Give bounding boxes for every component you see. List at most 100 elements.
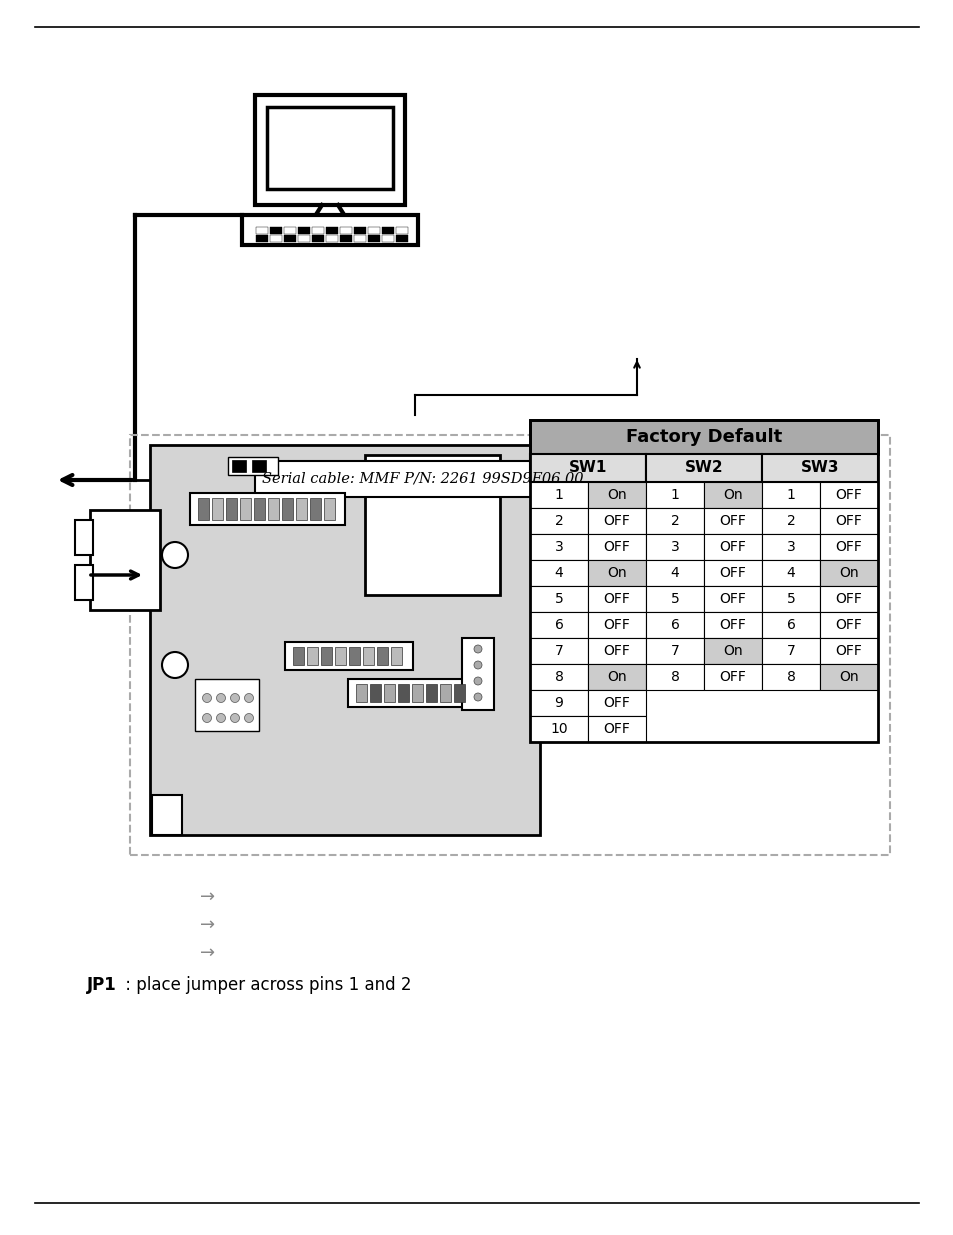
Bar bbox=[587, 716, 645, 742]
Text: 6: 6 bbox=[554, 618, 563, 632]
Text: 6: 6 bbox=[670, 618, 679, 632]
Bar bbox=[267, 107, 393, 189]
Bar bbox=[348, 679, 476, 706]
Bar bbox=[530, 420, 877, 454]
Bar bbox=[232, 459, 246, 472]
Bar bbox=[645, 585, 703, 613]
Bar bbox=[285, 642, 413, 671]
Circle shape bbox=[474, 693, 481, 701]
Bar bbox=[326, 227, 337, 233]
Bar bbox=[397, 684, 409, 701]
Bar bbox=[270, 235, 282, 242]
Bar bbox=[645, 559, 703, 585]
Bar bbox=[587, 585, 645, 613]
Text: OFF: OFF bbox=[603, 722, 630, 736]
Bar bbox=[530, 638, 587, 664]
Text: 1: 1 bbox=[785, 488, 795, 501]
Text: 1: 1 bbox=[670, 488, 679, 501]
Bar bbox=[587, 508, 645, 534]
Bar bbox=[75, 520, 92, 555]
Bar bbox=[152, 795, 182, 835]
Text: On: On bbox=[606, 566, 626, 580]
Bar bbox=[150, 445, 539, 835]
Bar bbox=[530, 664, 587, 690]
Bar bbox=[761, 454, 877, 482]
Circle shape bbox=[474, 677, 481, 685]
Text: SW2: SW2 bbox=[684, 461, 722, 475]
Bar bbox=[530, 585, 587, 613]
Circle shape bbox=[216, 714, 225, 722]
Bar bbox=[703, 508, 761, 534]
Bar bbox=[295, 498, 307, 520]
Text: : place jumper across pins 1 and 2: : place jumper across pins 1 and 2 bbox=[120, 976, 411, 994]
Text: OFF: OFF bbox=[603, 697, 630, 710]
Bar bbox=[326, 235, 337, 242]
Bar bbox=[587, 559, 645, 585]
Bar bbox=[530, 559, 587, 585]
Circle shape bbox=[474, 645, 481, 653]
Text: OFF: OFF bbox=[719, 618, 745, 632]
Bar bbox=[335, 647, 346, 664]
Bar bbox=[284, 227, 295, 233]
Bar bbox=[820, 638, 877, 664]
Bar bbox=[703, 585, 761, 613]
Bar bbox=[820, 613, 877, 638]
Bar bbox=[645, 454, 761, 482]
Circle shape bbox=[216, 694, 225, 703]
Bar bbox=[395, 227, 408, 233]
Circle shape bbox=[244, 714, 253, 722]
Bar bbox=[349, 647, 359, 664]
Text: 3: 3 bbox=[554, 540, 563, 555]
Text: 3: 3 bbox=[670, 540, 679, 555]
Circle shape bbox=[162, 652, 188, 678]
Circle shape bbox=[202, 694, 212, 703]
Bar bbox=[254, 95, 405, 205]
Text: 5: 5 bbox=[554, 592, 563, 606]
Bar bbox=[376, 647, 388, 664]
Text: 8: 8 bbox=[670, 671, 679, 684]
Bar bbox=[761, 585, 820, 613]
Bar bbox=[703, 559, 761, 585]
Text: OFF: OFF bbox=[835, 488, 862, 501]
Bar bbox=[645, 638, 703, 664]
Bar bbox=[320, 647, 332, 664]
Bar bbox=[530, 690, 587, 716]
Bar bbox=[381, 235, 394, 242]
Text: OFF: OFF bbox=[603, 540, 630, 555]
Bar bbox=[703, 613, 761, 638]
Bar bbox=[240, 498, 251, 520]
Bar bbox=[587, 664, 645, 690]
Text: OFF: OFF bbox=[719, 592, 745, 606]
Bar bbox=[820, 559, 877, 585]
Bar bbox=[391, 647, 401, 664]
Bar bbox=[530, 613, 587, 638]
Bar bbox=[439, 684, 451, 701]
Text: 10: 10 bbox=[550, 722, 567, 736]
Circle shape bbox=[202, 714, 212, 722]
Bar bbox=[820, 664, 877, 690]
Bar bbox=[530, 454, 645, 482]
Text: 2: 2 bbox=[554, 514, 563, 529]
Bar bbox=[820, 534, 877, 559]
Bar bbox=[761, 559, 820, 585]
Text: OFF: OFF bbox=[835, 540, 862, 555]
Bar bbox=[587, 638, 645, 664]
Circle shape bbox=[244, 694, 253, 703]
Text: OFF: OFF bbox=[603, 618, 630, 632]
Text: →: → bbox=[200, 916, 214, 934]
Text: SW1: SW1 bbox=[568, 461, 606, 475]
Circle shape bbox=[231, 714, 239, 722]
Text: OFF: OFF bbox=[835, 592, 862, 606]
Bar bbox=[412, 684, 422, 701]
Bar bbox=[761, 638, 820, 664]
Bar bbox=[645, 534, 703, 559]
Bar bbox=[130, 435, 889, 855]
Bar bbox=[268, 498, 278, 520]
Bar bbox=[324, 498, 335, 520]
Bar bbox=[587, 534, 645, 559]
Bar bbox=[297, 227, 310, 233]
Text: 4: 4 bbox=[786, 566, 795, 580]
Bar bbox=[354, 227, 366, 233]
Bar bbox=[254, 461, 589, 496]
Text: →: → bbox=[200, 888, 214, 906]
